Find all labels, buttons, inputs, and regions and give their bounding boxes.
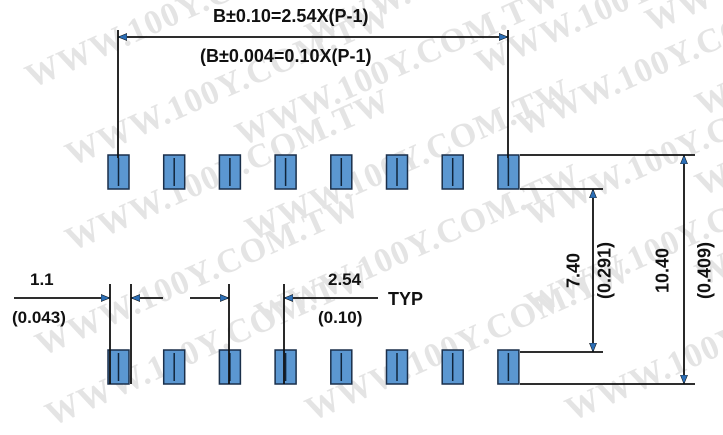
inner-spacing-inch-label: (0.291) [594,241,615,300]
pitch-typ-label: TYP [388,289,424,309]
pad-top [107,154,130,190]
pad-top [274,154,297,190]
pitch-inch-label: (0.10) [318,308,363,327]
pad-top [218,154,242,190]
pad-top [497,154,520,190]
drawing-svg [14,30,695,385]
pad-width-dimension [14,284,163,384]
top-formula-label: B±0.10=2.54X(P-1) [213,6,369,26]
pad-bottom [497,349,520,385]
pad-width-inch-label: (0.043) [12,308,66,327]
footprint-drawing: WWW.100Y.COM.TW WWW.100Y.COM.TW WWW.100Y.C… [12,0,723,434]
pad-bottom [441,349,464,385]
top-span-dimension [117,30,509,158]
outer-spacing-label: 10.40 [652,247,673,294]
pad-top [330,154,353,190]
pad-bottom [330,349,353,385]
outer-spacing-inch-label: (0.409) [694,241,715,300]
pad-bottom [385,349,409,385]
pad-top [441,154,464,190]
pitch-label: 2.54 [328,270,362,289]
pad-row-top [107,154,520,190]
row-spacing-dimensions [520,154,695,385]
pad-width-label: 1.1 [30,270,54,289]
pad-top [385,154,409,190]
inner-spacing-label: 7.40 [563,252,584,289]
top-formula-inch-label: (B±0.004=0.10X(P-1) [200,46,372,66]
pad-top [162,154,186,190]
pad-row-bottom [107,349,520,385]
pad-bottom [274,349,297,385]
pad-bottom [107,349,130,385]
pitch-dimension [190,284,378,384]
pad-bottom [162,349,186,385]
